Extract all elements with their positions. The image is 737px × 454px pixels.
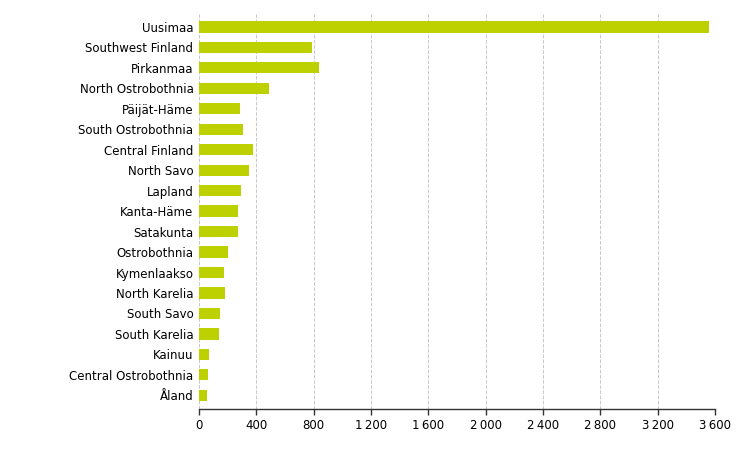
Bar [199,369,209,380]
Bar [199,328,219,340]
Bar [199,144,254,155]
Bar [199,390,207,401]
Bar [199,123,243,135]
Bar [199,226,238,237]
Bar [199,267,224,278]
Bar [199,21,709,33]
Bar [199,287,225,299]
Bar [199,185,240,196]
Bar [199,103,240,114]
Bar [199,308,220,319]
Bar [199,206,237,217]
Bar [199,42,312,53]
Bar [199,83,269,94]
Bar [199,62,319,74]
Bar [199,349,209,360]
Bar [199,164,249,176]
Bar [199,247,228,258]
